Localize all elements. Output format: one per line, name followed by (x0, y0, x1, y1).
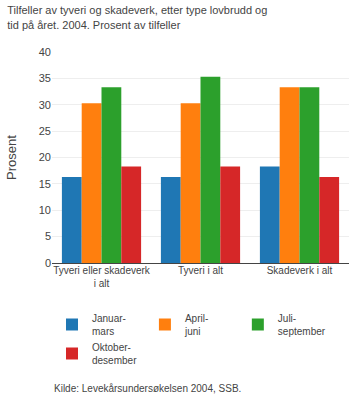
svg-text:Tyveri eller skadeverki alt: Tyveri eller skadeverki alt (53, 265, 151, 289)
svg-text:Prosent: Prosent (4, 135, 19, 180)
svg-text:30: 30 (39, 99, 51, 111)
svg-text:0: 0 (45, 257, 51, 269)
svg-text:15: 15 (39, 178, 51, 190)
svg-text:Tilfeller av tyveri og skadeve: Tilfeller av tyveri og skadeverk, etter … (7, 4, 267, 30)
svg-text:Kilde: Levekårsundersøkelsen 2: Kilde: Levekårsundersøkelsen 2004, SSB. (54, 383, 241, 394)
svg-text:25: 25 (39, 125, 51, 137)
svg-text:10: 10 (39, 204, 51, 216)
svg-text:40: 40 (39, 46, 51, 58)
svg-text:35: 35 (39, 72, 51, 84)
svg-text:Skadeverk i alt: Skadeverk i alt (267, 265, 333, 276)
svg-text:20: 20 (39, 151, 51, 163)
svg-text:Tyveri i alt: Tyveri i alt (178, 265, 223, 276)
svg-text:Januar-mars: Januar-mars (92, 313, 126, 337)
svg-text:Oktober-desember: Oktober-desember (92, 342, 137, 366)
svg-text:Juli-september: Juli-september (278, 313, 326, 337)
svg-text:April-juni: April-juni (184, 313, 208, 337)
svg-text:5: 5 (45, 230, 51, 242)
